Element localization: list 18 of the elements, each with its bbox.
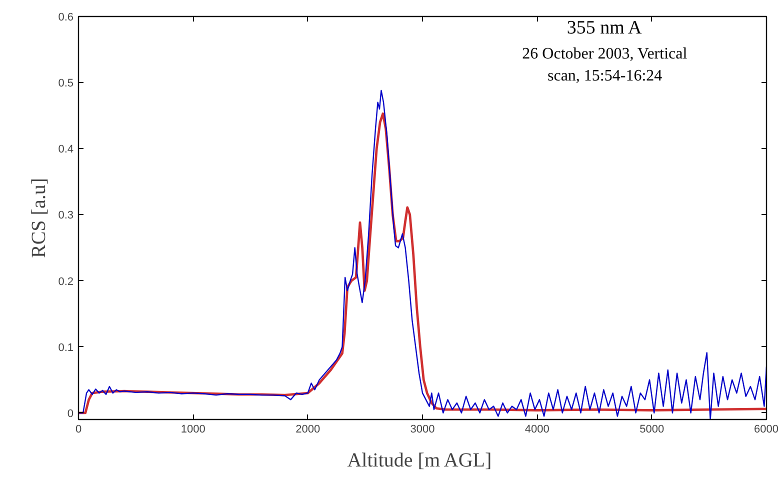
x-tick-label: 3000 xyxy=(410,424,435,436)
x-tick-label: 0 xyxy=(75,424,82,436)
y-tick-label: 0.2 xyxy=(58,276,74,288)
y-tick-label: 0.1 xyxy=(58,342,74,354)
x-tick-label: 5000 xyxy=(640,424,664,436)
chart-title: 355 nm A xyxy=(566,18,642,38)
x-tick-label: 4000 xyxy=(524,424,550,436)
x-tick-label: 2000 xyxy=(296,424,320,436)
text: 26 October 2003, Vertical scan, 15:54-16:24 xyxy=(522,46,688,84)
y-tick-label: 0.3 xyxy=(58,210,74,222)
y-tick-label: 0.5 xyxy=(58,78,74,90)
y-tick-label: 0 xyxy=(67,408,74,420)
x-axis-title: Altitude [m AGL] xyxy=(347,450,492,472)
y-axis-title: RCS [a.u] xyxy=(28,178,50,258)
y-tick-label: 0.4 xyxy=(58,144,74,156)
x-tick-label: 1000 xyxy=(180,424,206,436)
x-tick-label: 6000 xyxy=(754,424,778,436)
y-tick-label: 0.6 xyxy=(58,12,74,24)
